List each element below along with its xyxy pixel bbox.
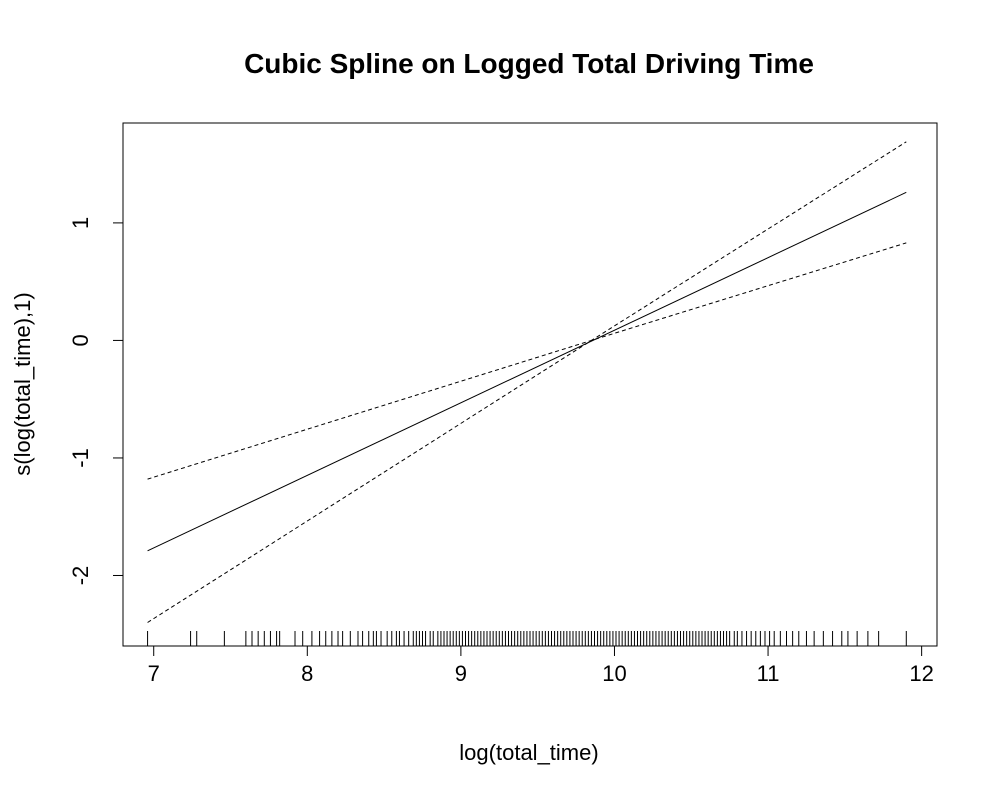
x-tick-label: 9 [455,661,467,686]
y-tick-label: 0 [68,334,93,346]
x-tick-label: 12 [909,661,933,686]
x-tick-label: 7 [148,661,160,686]
series-lines [147,141,907,623]
x-tick-label: 8 [301,661,313,686]
plot-frame [122,122,938,647]
confidence-band-line [147,242,907,480]
rug-marks [147,631,907,646]
y-tick-label: -1 [68,448,93,468]
chart-title: Cubic Spline on Logged Total Driving Tim… [244,48,814,79]
spline-fit-line [147,191,907,552]
y-tick-label: 1 [68,217,93,229]
confidence-band-line [147,141,907,623]
y-tick-label: -2 [68,566,93,586]
y-axis: -2 -1 0 1 [68,217,124,586]
x-tick-label: 11 [757,661,780,686]
x-axis: 7 8 9 10 11 12 [148,645,934,686]
x-tick-label: 10 [602,661,626,686]
y-axis-label: s(log(total_time),1) [10,292,35,475]
x-axis-label: log(total_time) [459,740,598,765]
